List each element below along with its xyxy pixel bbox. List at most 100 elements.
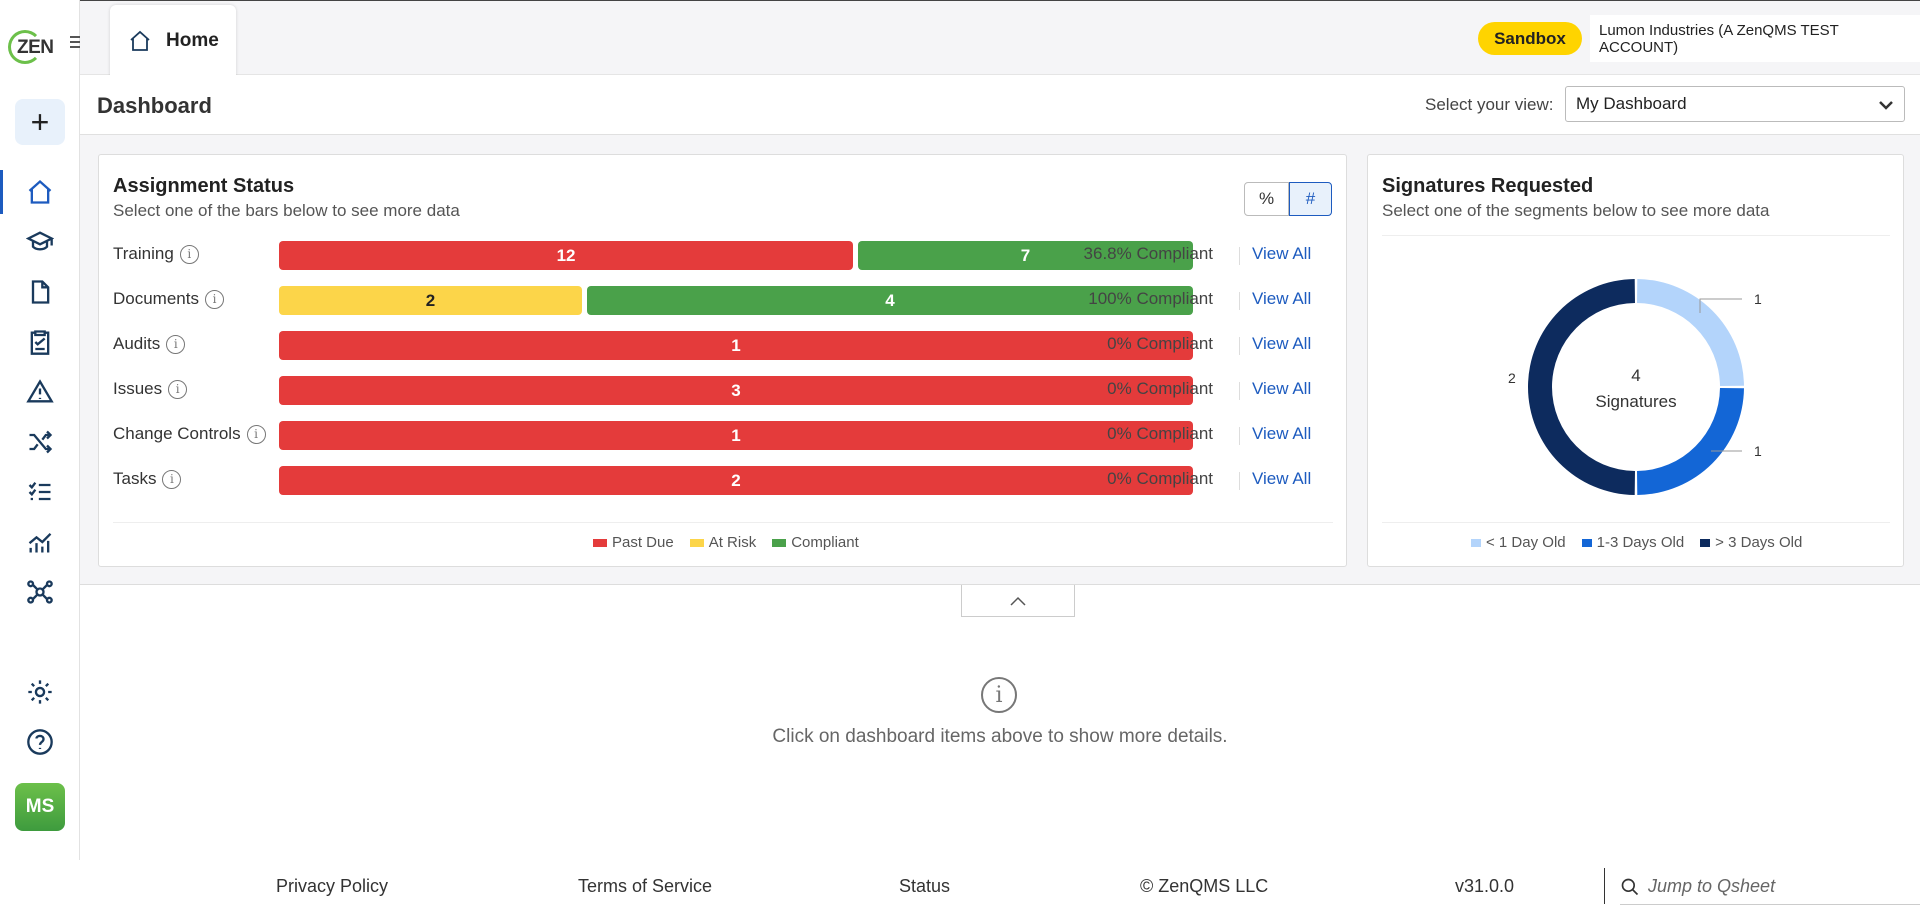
row-label-text: Documents: [113, 289, 199, 308]
assignment-row: Audits i 1 0% Compliant View All: [113, 329, 1323, 361]
view-all-link[interactable]: View All: [1252, 424, 1312, 443]
signatures-donut-chart[interactable]: 1 1 2 4 Signatures: [1368, 235, 1905, 535]
compliance-percent: 0% Compliant: [1107, 424, 1213, 443]
page-title: Dashboard: [97, 93, 212, 118]
footer-separator: [1604, 868, 1605, 904]
bar-past-due[interactable]: 3: [279, 376, 1193, 405]
assignment-status-card: Assignment Status Select one of the bars…: [98, 154, 1347, 567]
view-select-value: My Dashboard: [1576, 94, 1687, 113]
bar-compliant[interactable]: 4: [587, 286, 1193, 315]
environment-badge: Sandbox: [1478, 22, 1582, 55]
nav-settings[interactable]: [0, 670, 80, 714]
create-new-button[interactable]: +: [15, 99, 65, 145]
collapse-toggle[interactable]: [961, 585, 1075, 617]
nav-training[interactable]: [0, 220, 80, 264]
bar-past-due[interactable]: 12: [279, 241, 854, 270]
task-list-icon: [28, 481, 51, 501]
privacy-policy-link[interactable]: Privacy Policy: [276, 876, 389, 896]
jump-to-qsheet-search[interactable]: Jump to Qsheet: [1620, 869, 1920, 905]
shuffle-icon: [29, 430, 53, 454]
bar-past-due[interactable]: 1: [279, 331, 1193, 360]
separator: [1239, 427, 1240, 445]
row-label-text: Audits: [113, 334, 161, 353]
toggle-count-button[interactable]: #: [1289, 182, 1332, 216]
nav-issues[interactable]: [0, 370, 80, 414]
dashboard-header: Dashboard Select your view: My Dashboard: [80, 75, 1920, 135]
nav-tasks[interactable]: [0, 470, 80, 514]
view-select[interactable]: My Dashboard: [1565, 86, 1905, 122]
row-label: Training i: [113, 244, 199, 264]
info-icon[interactable]: i: [179, 244, 199, 264]
nav-home[interactable]: [0, 170, 80, 214]
row-label: Issues i: [113, 379, 188, 399]
view-all-link[interactable]: View All: [1252, 334, 1312, 353]
signatures-requested-card: Signatures Requested Select one of the s…: [1367, 154, 1904, 567]
logo-text: ZEN: [17, 37, 54, 58]
tab-home[interactable]: Home: [110, 5, 236, 76]
copyright: © ZenQMS LLC: [1140, 876, 1269, 896]
nav-help[interactable]: [0, 720, 80, 764]
search-icon: [1621, 878, 1639, 895]
user-avatar[interactable]: MS: [15, 783, 65, 831]
view-all-link[interactable]: View All: [1252, 289, 1312, 308]
bar-past-due[interactable]: 1: [279, 421, 1193, 450]
view-all-link[interactable]: View All: [1252, 244, 1312, 263]
row-label: Tasks i: [113, 469, 182, 489]
assignment-row: Change Controls i 1 0% Compliant View All: [113, 419, 1323, 451]
bar-at-risk[interactable]: 2: [279, 286, 582, 315]
logo-ring: [8, 30, 42, 64]
separator: [1239, 337, 1240, 355]
compliance-percent: 36.8% Compliant: [1083, 244, 1213, 263]
hamburger-menu-icon[interactable]: [70, 36, 84, 48]
compliance-percent: 0% Compliant: [1107, 469, 1213, 488]
signatures-title: Signatures Requested: [1382, 175, 1594, 197]
donut-value-label: 2: [1508, 370, 1516, 386]
donut-segment-1-3-days[interactable]: [1637, 388, 1744, 495]
donut-segment-over-3-days[interactable]: [1528, 279, 1635, 495]
help-circle-icon: [27, 729, 53, 755]
assignment-row: Training i 12 7 36.8% Compliant View All: [113, 239, 1323, 271]
info-icon[interactable]: i: [204, 289, 224, 309]
assignment-row: Documents i 2 4 100% Compliant View All: [113, 284, 1323, 316]
separator: [1239, 382, 1240, 400]
analytics-chart-icon: [28, 533, 52, 553]
row-label-text: Change Controls: [113, 424, 241, 443]
assignment-row: Issues i 3 0% Compliant View All: [113, 374, 1323, 406]
warning-triangle-icon: [26, 379, 54, 403]
home-icon: [130, 30, 150, 51]
view-all-link[interactable]: View All: [1252, 469, 1312, 488]
row-label-text: Issues: [113, 379, 163, 398]
footer: Privacy Policy Terms of Service Status ©…: [80, 860, 1920, 912]
chevron-down-icon: [1879, 101, 1893, 110]
assignment-status-subtitle: Select one of the bars below to see more…: [113, 201, 460, 220]
nav-audits[interactable]: [0, 320, 80, 364]
info-icon[interactable]: i: [162, 469, 182, 489]
row-label-text: Tasks: [113, 469, 157, 488]
chevron-up-icon: [1010, 596, 1026, 606]
zen-logo[interactable]: ZEN: [8, 26, 54, 66]
bar-past-due[interactable]: 2: [279, 466, 1193, 495]
compliance-percent: 100% Compliant: [1088, 289, 1213, 308]
bar-compliant[interactable]: 7: [858, 241, 1193, 270]
nav-documents[interactable]: [0, 270, 80, 314]
nav-integrations[interactable]: [0, 570, 80, 614]
view-all-link[interactable]: View All: [1252, 379, 1312, 398]
graduation-cap-icon: [26, 231, 54, 251]
info-icon: i: [981, 677, 1017, 713]
status-link[interactable]: Status: [899, 876, 951, 896]
info-icon[interactable]: i: [166, 334, 186, 354]
document-icon: [31, 280, 50, 304]
gear-icon: [28, 680, 52, 704]
nav-change-controls[interactable]: [0, 420, 80, 464]
donut-segment-under-1-day[interactable]: [1637, 279, 1744, 386]
nav-analytics[interactable]: [0, 520, 80, 564]
info-icon[interactable]: i: [168, 379, 188, 399]
separator: [1239, 247, 1240, 265]
terms-of-service-link[interactable]: Terms of Service: [578, 876, 713, 896]
assignment-legend: Past Due At Risk Compliant: [593, 534, 859, 551]
toggle-percent-button[interactable]: %: [1244, 182, 1289, 216]
account-name[interactable]: Lumon Industries (A ZenQMS TEST ACCOUNT): [1590, 15, 1920, 62]
network-hub-icon: [27, 580, 53, 604]
separator: [1239, 472, 1240, 490]
info-icon[interactable]: i: [246, 424, 266, 444]
